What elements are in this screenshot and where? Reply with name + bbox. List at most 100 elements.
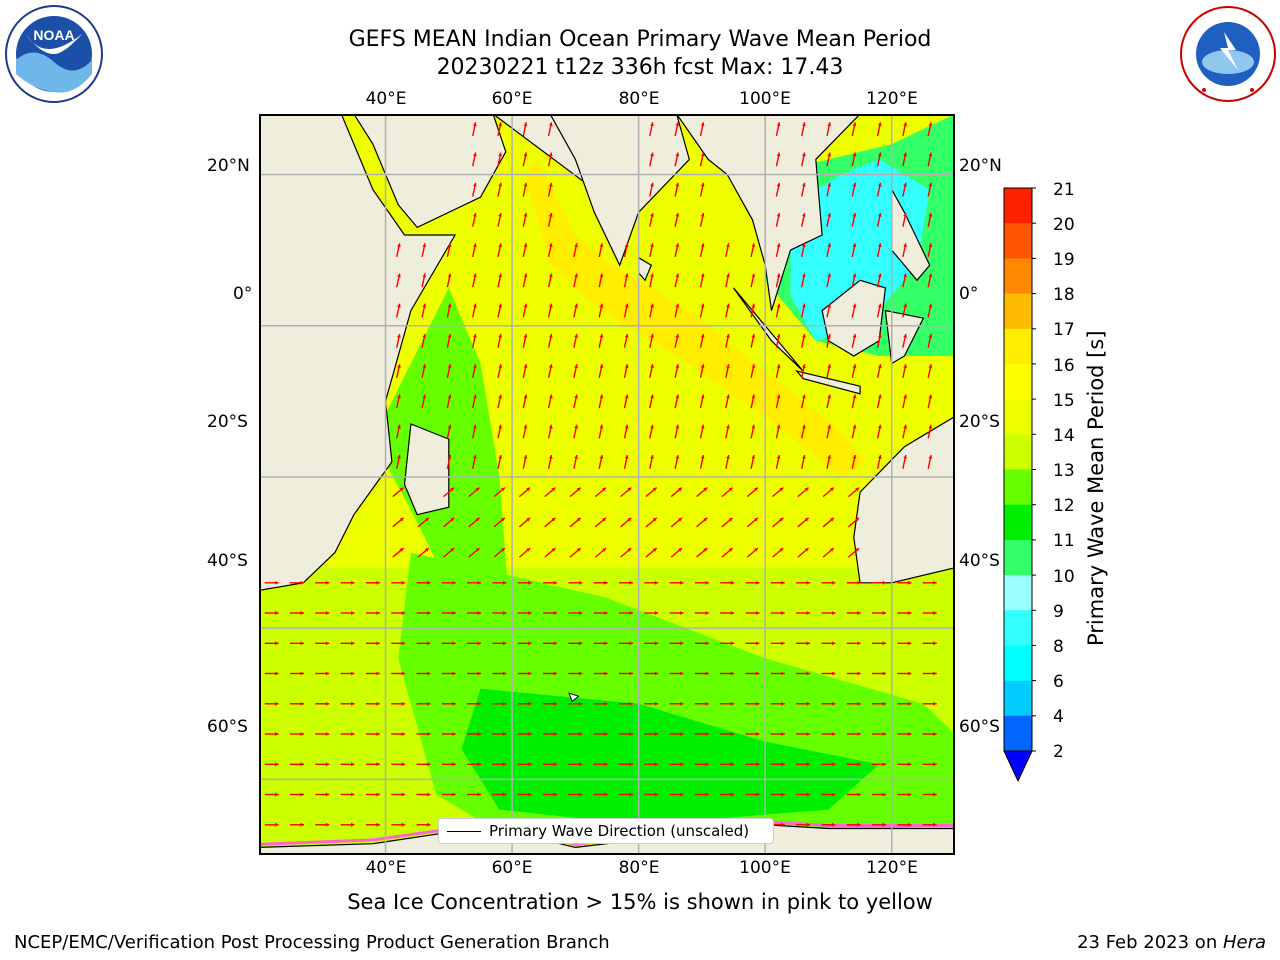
wave-arrow [694,762,709,767]
wave-arrow [851,182,857,197]
wave-arrow-head [852,394,857,399]
wave-arrow [264,792,279,797]
wave-arrow-head [852,213,857,217]
wave-arrow [315,792,330,797]
wave-arrow-head [903,122,907,127]
wave-arrow [598,394,604,409]
wave-arrow [467,641,482,646]
wave-arrow-head [700,182,705,187]
wave-arrow [801,122,806,137]
wave-arrow-head [882,762,887,767]
wave-arrow [315,762,330,767]
wave-arrow [846,641,861,646]
wave-arrow [568,641,583,646]
wave-arrow-head [452,611,456,615]
wave-arrow [396,394,401,409]
wave-arrow-head [376,580,380,585]
wave-arrow-head [498,152,502,157]
wave-arrow-head [275,701,279,706]
land-layer [259,114,955,855]
wave-arrow-head [831,792,836,797]
wave-arrow-head [933,611,937,615]
wave-arrow-head [754,517,758,522]
wave-arrow-head [754,548,758,552]
india [549,114,690,267]
wave-arrow [547,394,553,409]
wave-arrow [619,792,633,797]
wave-arrow [517,701,532,706]
wave-arrow [593,580,608,585]
wave-arrow [851,212,857,227]
wave-arrow-head [548,424,553,429]
colorbar-segment [1004,223,1032,259]
wave-arrow [745,792,760,797]
wave-arrow [441,792,456,797]
wave-period-field [259,114,955,855]
colorbar-segment [1004,188,1032,224]
wave-arrow [619,641,633,646]
wave-arrow [544,517,556,528]
wave-arrow [699,364,705,379]
wave-arrow [416,611,431,615]
wave-arrow [720,641,735,646]
wave-arrow [645,487,658,498]
wave-arrow-head [903,424,907,429]
wave-arrow-head [877,273,882,278]
wave-arrow [517,641,532,646]
wave-arrow-head [604,701,608,706]
wave-arrow [927,454,933,469]
wave-arrow [826,182,832,197]
wave-arrow [694,641,709,646]
wave-arrow [897,762,912,767]
wave-arrow [492,762,507,767]
wave-arrow-head [806,701,811,706]
wave-arrow-head [624,455,629,459]
wave-arrow-head [452,580,456,585]
wave-arrow [623,424,629,439]
wave-arrow [290,671,304,676]
wave-arrow-head [857,822,861,827]
wave-arrow-head [928,122,933,127]
wave-arrow [902,182,907,197]
wave-arrow-head [751,394,756,399]
wave-arrow-head [903,152,907,157]
wave-arrow-head [376,732,380,736]
wave-arrow [446,394,452,409]
wave-arrow-head [928,455,933,459]
wave-arrow-head [756,701,760,706]
wave-arrow [927,424,933,439]
wave-arrow-head [831,822,836,827]
wave-arrow-head [397,364,401,369]
wave-arrow [720,671,735,676]
wave-arrow [694,580,709,585]
wave-arrow-head [831,701,836,706]
colorbar-segment [1004,469,1032,506]
wave-arrow-head [376,611,380,615]
colorbar-label-2: 2 [1053,742,1064,762]
lat-lon-grid [259,114,955,855]
wave-arrow [725,454,730,469]
wave-arrow-head [776,122,781,127]
wave-arrow [543,762,558,767]
wave-arrow-head [907,762,912,767]
wave-arrow [391,792,406,797]
colorbar-label-16: 16 [1053,356,1075,376]
wave-arrow-head [300,822,304,827]
wave-arrow [290,732,304,736]
wave-arrow [902,122,907,137]
wave-arrow [472,424,477,439]
wave-arrow-head [473,152,477,157]
wave-arrow-head [852,273,857,278]
wave-arrow [620,517,632,528]
wave-arrow [522,273,528,288]
wave-arrow-head [703,517,708,522]
wave-arrow [927,333,933,348]
wave-arrow-head [675,394,680,399]
wave-arrow [416,762,431,767]
wave-arrow [573,243,578,258]
wave-arrow [443,547,455,558]
colorbar-segment [1004,434,1032,470]
wave-arrow-head [675,455,680,459]
wave-arrow [623,394,629,409]
wave-arrow [796,792,811,797]
